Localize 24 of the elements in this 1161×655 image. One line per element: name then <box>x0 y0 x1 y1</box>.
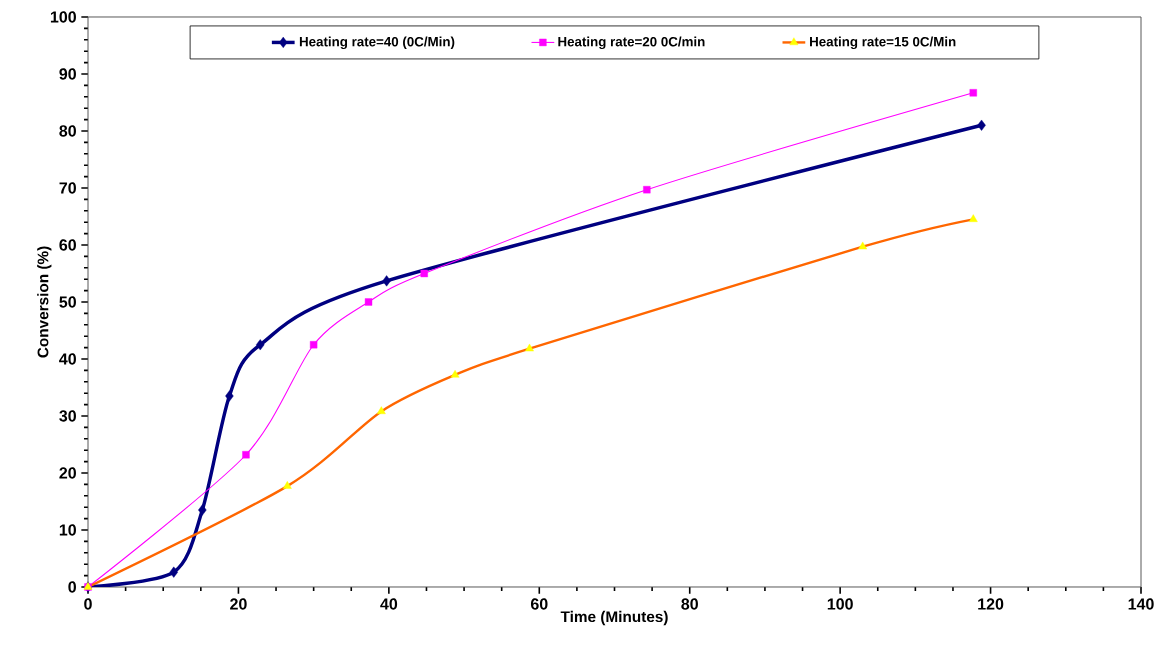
x-tick-label: 140 <box>1128 598 1154 610</box>
x-tick-label: 20 <box>230 598 247 610</box>
x-tick-label: 100 <box>827 598 853 610</box>
legend-label: Heating rate=15 0C/Min <box>810 36 956 50</box>
y-tick-label: 80 <box>59 125 76 137</box>
y-tick-label: 100 <box>50 11 76 23</box>
y-tick-label: 10 <box>59 524 76 536</box>
x-tick-label: 120 <box>978 598 1004 610</box>
x-tick-label: 80 <box>681 598 698 610</box>
x-tick-label: 60 <box>530 598 548 610</box>
y-tick-label: 30 <box>59 410 76 422</box>
y-tick-label: 0 <box>68 581 76 593</box>
y-tick-label: 70 <box>59 182 76 194</box>
y-tick-label: 50 <box>59 296 76 308</box>
y-tick-label: 90 <box>59 68 76 80</box>
y-axis-title: Conversion (%) <box>37 246 52 358</box>
legend-label: Heating rate=20 0C/min <box>558 36 705 50</box>
x-axis-title: Time (Minutes) <box>560 610 668 626</box>
x-tick-label: 0 <box>84 598 92 610</box>
x-tick-label: 40 <box>380 598 398 610</box>
y-tick-label: 40 <box>59 353 76 365</box>
y-tick-label: 20 <box>59 467 76 479</box>
y-tick-label: 60 <box>59 239 76 251</box>
legend-label: Heating rate=40 (0C/Min) <box>299 36 455 50</box>
